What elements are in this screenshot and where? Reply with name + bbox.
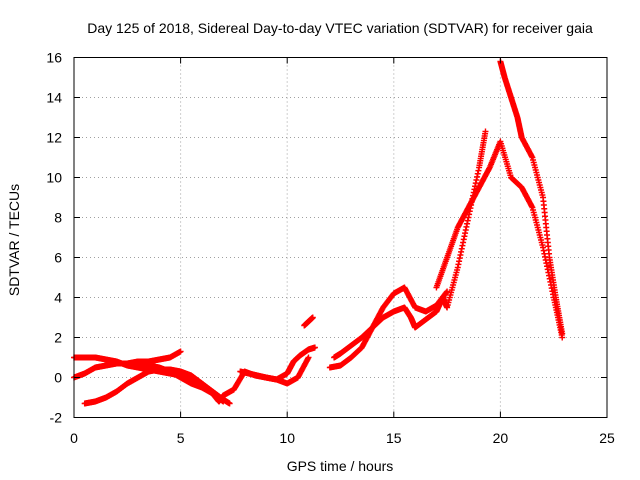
- grid-lines: [74, 57, 607, 418]
- data-series: [326, 284, 451, 371]
- x-tick-label: 5: [177, 430, 185, 446]
- data-series: [497, 58, 566, 337]
- y-tick-label: 4: [54, 290, 62, 306]
- data-series: [237, 344, 318, 383]
- y-tick-label: 2: [54, 330, 62, 346]
- axis-ticks: 0 5 10 15 20 25 -2 0 2 4 6 8 10 12 14 16: [46, 50, 615, 447]
- y-tick-label: 16: [46, 50, 62, 66]
- y-tick-label: 6: [54, 250, 62, 266]
- x-tick-label: 0: [70, 430, 78, 446]
- y-tick-label: -2: [50, 410, 63, 426]
- x-axis-label: GPS time / hours: [287, 458, 394, 474]
- data-series: [301, 314, 316, 329]
- x-tick-label: 20: [493, 430, 509, 446]
- y-tick-label: 12: [46, 130, 62, 146]
- data-point: [309, 314, 316, 321]
- y-tick-label: 8: [54, 210, 62, 226]
- data-point: [482, 128, 489, 135]
- data-point: [177, 348, 184, 355]
- y-tick-label: 10: [46, 170, 62, 186]
- x-tick-label: 15: [386, 430, 402, 446]
- chart-title: Day 125 of 2018, Sidereal Day-to-day VTE…: [87, 20, 593, 36]
- data-series: [71, 348, 184, 381]
- data-points: [71, 58, 566, 407]
- y-axis-label: SDTVAR / TECUs: [6, 184, 22, 296]
- plot-frame: [73, 57, 608, 418]
- data-point: [226, 400, 233, 407]
- x-tick-label: 25: [599, 430, 615, 446]
- data-point: [305, 354, 312, 361]
- y-tick-label: 0: [54, 370, 62, 386]
- x-tick-label: 10: [279, 430, 295, 446]
- data-point: [444, 288, 451, 295]
- data-point: [311, 344, 318, 351]
- data-point: [559, 330, 566, 337]
- y-tick-label: 14: [46, 90, 62, 106]
